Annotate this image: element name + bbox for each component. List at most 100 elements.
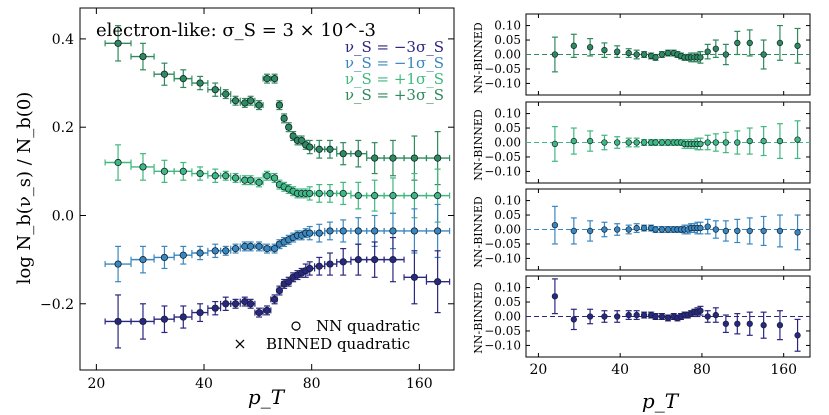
legend-entry-minus1: ν_S = −1σ_S	[345, 54, 444, 72]
residual-point	[734, 227, 741, 235]
residual-point	[601, 313, 608, 320]
nn-point	[339, 258, 347, 266]
residual-point	[776, 322, 784, 329]
nn-point	[179, 313, 187, 321]
residual-point	[734, 320, 741, 327]
residual-point	[625, 139, 632, 146]
residual-point	[712, 45, 719, 52]
residual-point	[640, 51, 648, 58]
nn-point	[339, 189, 347, 198]
nn-point	[211, 86, 219, 94]
residual-point	[570, 137, 577, 145]
nn-point	[326, 145, 334, 153]
nn-point	[354, 150, 362, 158]
residual-point	[551, 222, 559, 229]
residual-point	[633, 311, 640, 319]
nn-point	[241, 297, 249, 306]
nn-point	[275, 286, 284, 295]
residual-point	[776, 137, 784, 145]
nn-point	[410, 227, 419, 235]
y-tick-label: 0.0	[52, 208, 74, 224]
residual-point	[652, 54, 659, 61]
residual-point	[704, 313, 711, 320]
residual-point	[712, 311, 719, 319]
y-tick-label: −0.2	[40, 297, 74, 313]
residual-point	[704, 48, 711, 55]
residual-point	[734, 139, 741, 146]
nn-point	[247, 300, 255, 308]
residual-point	[614, 226, 621, 233]
nn-point	[222, 247, 230, 255]
residual-point	[746, 320, 753, 327]
nn-point	[160, 70, 169, 78]
y-tick-label: 0.00	[494, 223, 521, 237]
nn-point	[231, 244, 240, 253]
nn-point	[263, 244, 271, 253]
nn-point	[315, 189, 323, 198]
y-tick-label: −0.10	[484, 164, 521, 178]
nn-point	[211, 172, 219, 180]
residual-point	[794, 332, 801, 339]
nn-point	[315, 145, 323, 153]
x-tick-label: 20	[530, 362, 548, 378]
residual-y-axis-label-4: NN-BINNED	[472, 282, 485, 354]
nn-point	[114, 39, 122, 47]
residual-point	[664, 314, 672, 322]
binned-marker-x-icon: ×	[233, 334, 246, 353]
residual-point	[658, 226, 666, 233]
residual-point	[746, 137, 753, 145]
nn-point	[306, 229, 314, 237]
residual-point	[776, 39, 784, 47]
nn-point	[241, 99, 249, 107]
residual-panel-0: 0.100.050.00−0.05−0.10	[484, 13, 811, 96]
nn-point	[270, 174, 279, 182]
y-tick-label: −0.05	[484, 237, 521, 251]
nn-point	[280, 114, 288, 122]
nn-point	[255, 101, 263, 109]
residual-point	[551, 293, 559, 300]
residual-point	[697, 54, 704, 61]
main-x-axis-label: p_T	[248, 385, 286, 409]
legend-entry-minus3: ν_S = −3σ_S	[345, 38, 444, 56]
nn-point	[255, 309, 263, 317]
residual-point	[697, 307, 704, 314]
nn-point	[139, 52, 147, 61]
residual-panel-1: 0.100.050.00−0.05−0.10	[484, 101, 811, 184]
nn-point	[326, 227, 334, 235]
y-tick-label: 0.10	[494, 281, 521, 295]
nn-point	[247, 97, 255, 105]
residual-point	[586, 313, 594, 320]
nn-point	[315, 229, 323, 237]
nn-point	[196, 169, 204, 178]
residual-point	[586, 44, 594, 51]
x-tick-label: 40	[195, 376, 213, 392]
nn-point	[434, 227, 442, 235]
nn-point	[160, 167, 169, 175]
legend-entry-plus1: ν_S = +1σ_S	[345, 70, 444, 88]
nn-point	[371, 227, 379, 235]
y-tick-label: −0.05	[484, 324, 521, 338]
residual-point	[601, 226, 608, 233]
nn-point	[114, 317, 122, 326]
y-tick-label: −0.05	[484, 62, 521, 76]
residual-point	[658, 51, 666, 58]
nn-point	[160, 315, 169, 323]
main-plot-marks	[104, 25, 451, 349]
nn-point	[339, 227, 347, 235]
residual-point	[722, 139, 730, 146]
residual-panels: 0.100.050.00−0.05−0.100.100.050.00−0.05−…	[484, 13, 811, 378]
nn-point	[114, 260, 122, 268]
main-plot-frame	[79, 7, 455, 371]
residual-point	[697, 140, 704, 148]
residual-point	[704, 223, 711, 230]
residual-point	[586, 137, 594, 145]
y-tick-label: −0.10	[484, 338, 521, 352]
nn-point	[326, 189, 334, 198]
nn-point	[315, 262, 323, 270]
nn-point	[196, 79, 204, 87]
nn-point	[354, 192, 362, 200]
residual-point	[794, 42, 801, 49]
x-tick-label: 80	[693, 362, 711, 378]
residual-point	[664, 49, 672, 57]
residual-point	[640, 311, 648, 319]
